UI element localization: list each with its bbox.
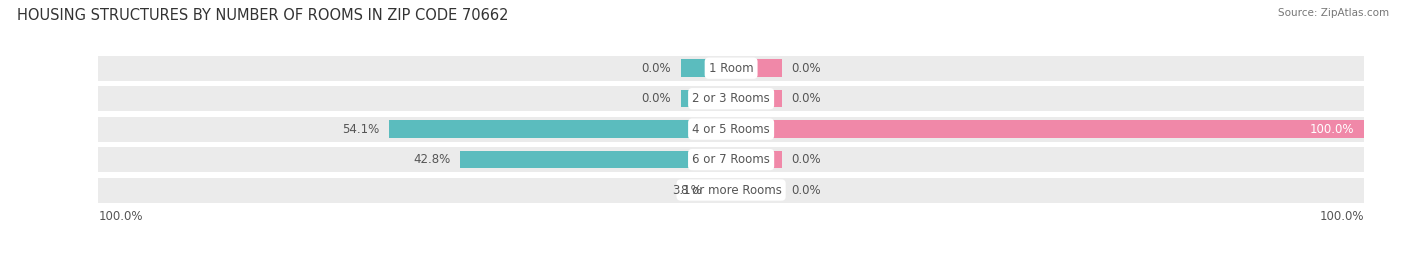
Bar: [731, 59, 782, 77]
Text: 0.0%: 0.0%: [792, 153, 821, 166]
Bar: [681, 90, 731, 108]
Text: 0.0%: 0.0%: [792, 62, 821, 75]
Text: Source: ZipAtlas.com: Source: ZipAtlas.com: [1278, 8, 1389, 18]
Text: 100.0%: 100.0%: [1319, 210, 1364, 223]
Bar: [389, 120, 731, 138]
Text: 0.0%: 0.0%: [792, 92, 821, 105]
Text: 42.8%: 42.8%: [413, 153, 451, 166]
Text: 8 or more Rooms: 8 or more Rooms: [681, 183, 782, 197]
Bar: [731, 181, 782, 199]
Text: 1 Room: 1 Room: [709, 62, 754, 75]
Bar: [460, 151, 731, 168]
Bar: [731, 151, 782, 168]
Bar: [731, 120, 1364, 138]
Text: 54.1%: 54.1%: [342, 123, 380, 136]
Bar: [98, 178, 1364, 203]
Bar: [711, 181, 731, 199]
Legend: Owner-occupied, Renter-occupied: Owner-occupied, Renter-occupied: [606, 266, 856, 269]
Bar: [98, 117, 1364, 141]
Bar: [681, 59, 731, 77]
Text: 4 or 5 Rooms: 4 or 5 Rooms: [692, 123, 770, 136]
Text: 2 or 3 Rooms: 2 or 3 Rooms: [692, 92, 770, 105]
Text: 100.0%: 100.0%: [98, 210, 143, 223]
Text: 100.0%: 100.0%: [1310, 123, 1354, 136]
Bar: [98, 147, 1364, 172]
Text: 6 or 7 Rooms: 6 or 7 Rooms: [692, 153, 770, 166]
Bar: [731, 90, 782, 108]
Text: 0.0%: 0.0%: [792, 183, 821, 197]
Text: 0.0%: 0.0%: [641, 62, 671, 75]
Bar: [98, 56, 1364, 81]
Text: HOUSING STRUCTURES BY NUMBER OF ROOMS IN ZIP CODE 70662: HOUSING STRUCTURES BY NUMBER OF ROOMS IN…: [17, 8, 509, 23]
Bar: [98, 86, 1364, 111]
Text: 0.0%: 0.0%: [641, 92, 671, 105]
Text: 3.1%: 3.1%: [672, 183, 702, 197]
